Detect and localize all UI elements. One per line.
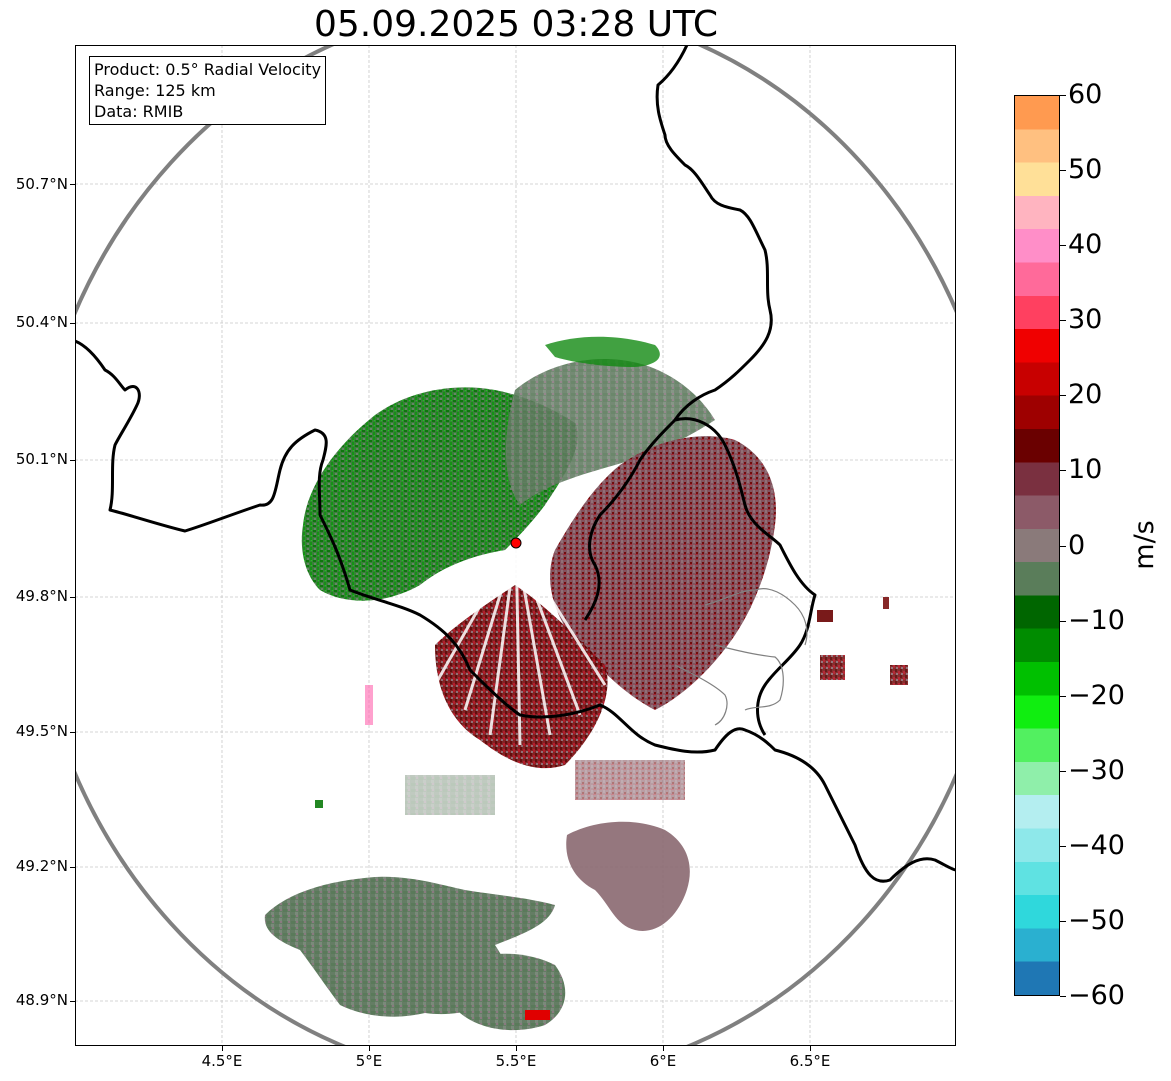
lat-label: 50.1°N: [15, 450, 68, 468]
colorbar-tick: [1060, 320, 1066, 321]
lat-tick: [70, 1001, 75, 1002]
colorbar-tick-label: −40: [1068, 830, 1125, 861]
info-range: Range: 125 km: [94, 81, 216, 100]
colorbar-tick-label: 30: [1068, 304, 1103, 335]
lat-tick: [70, 732, 75, 733]
lon-label: 4.5°E: [201, 1052, 243, 1070]
lat-label: 49.5°N: [15, 722, 68, 740]
colorbar-tick-label: 50: [1068, 154, 1103, 185]
colorbar-tick-label: 60: [1068, 79, 1103, 110]
info-box: Product: 0.5° Radial Velocity Range: 125…: [89, 56, 327, 125]
colorbar-tick-label: −60: [1068, 980, 1125, 1011]
lat-tick: [70, 597, 75, 598]
lat-tick: [70, 184, 75, 185]
colorbar-tick: [1060, 921, 1066, 922]
lon-tick: [222, 1046, 223, 1051]
lat-tick: [70, 867, 75, 868]
colorbar-tick-label: 0: [1068, 530, 1086, 561]
colorbar-tick-label: 40: [1068, 229, 1103, 260]
lon-label: 5.5°E: [495, 1052, 537, 1070]
lat-label: 48.9°N: [15, 991, 68, 1009]
lon-tick: [663, 1046, 664, 1051]
lon-label: 6°E: [649, 1052, 677, 1070]
colorbar-tick-label: 10: [1068, 454, 1103, 485]
colorbar-tick: [1060, 546, 1066, 547]
colorbar-tick-label: −20: [1068, 680, 1125, 711]
lat-tick: [70, 323, 75, 324]
colorbar-tick-label: −10: [1068, 605, 1125, 636]
colorbar: [1014, 95, 1060, 996]
lon-label: 5°E: [355, 1052, 383, 1070]
radar-map[interactable]: [75, 45, 956, 1046]
colorbar-tick: [1060, 470, 1066, 471]
lat-label: 50.7°N: [15, 175, 68, 193]
lon-tick: [516, 1046, 517, 1051]
country-borders: [75, 45, 956, 883]
lat-label: 49.8°N: [15, 587, 68, 605]
colorbar-tick: [1060, 996, 1066, 997]
admin-boundaries: [674, 588, 808, 726]
lon-tick: [369, 1046, 370, 1051]
colorbar-tick: [1060, 771, 1066, 772]
info-product: Product: 0.5° Radial Velocity: [94, 60, 322, 79]
lat-label: 50.4°N: [15, 313, 68, 331]
colorbar-tick: [1060, 245, 1066, 246]
lat-tick: [70, 460, 75, 461]
colorbar-tick: [1060, 170, 1066, 171]
lon-tick: [810, 1046, 811, 1051]
colorbar-tick-label: −50: [1068, 905, 1125, 936]
lon-label: 6.5°E: [789, 1052, 831, 1070]
map-title: 05.09.2025 03:28 UTC: [313, 4, 719, 45]
colorbar-tick-label: −30: [1068, 755, 1125, 786]
colorbar-tick-label: 20: [1068, 379, 1103, 410]
colorbar-tick: [1060, 846, 1066, 847]
radar-site-marker: [510, 537, 522, 549]
colorbar-tick: [1060, 621, 1066, 622]
info-data-source: Data: RMIB: [94, 102, 184, 121]
colorbar-unit-label: m/s: [1129, 520, 1161, 570]
radar-echoes: [264, 336, 908, 1031]
colorbar-tick: [1060, 395, 1066, 396]
colorbar-tick: [1060, 696, 1066, 697]
lat-label: 49.2°N: [15, 857, 68, 875]
colorbar-tick: [1060, 95, 1066, 96]
